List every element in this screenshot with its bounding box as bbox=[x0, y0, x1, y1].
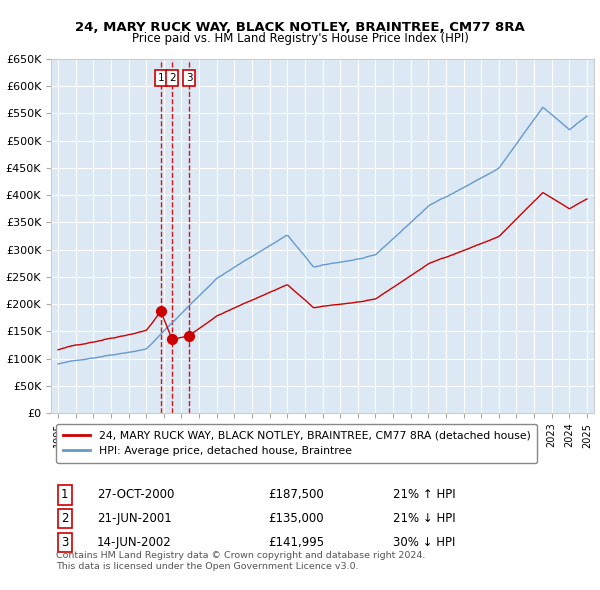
Text: £187,500: £187,500 bbox=[268, 489, 324, 502]
Text: Price paid vs. HM Land Registry's House Price Index (HPI): Price paid vs. HM Land Registry's House … bbox=[131, 32, 469, 45]
Text: 1: 1 bbox=[157, 73, 164, 83]
Legend: 24, MARY RUCK WAY, BLACK NOTLEY, BRAINTREE, CM77 8RA (detached house), HPI: Aver: 24, MARY RUCK WAY, BLACK NOTLEY, BRAINTR… bbox=[56, 424, 537, 463]
Text: 21% ↑ HPI: 21% ↑ HPI bbox=[393, 489, 456, 502]
Text: 21% ↓ HPI: 21% ↓ HPI bbox=[393, 512, 456, 525]
Text: 21-JUN-2001: 21-JUN-2001 bbox=[97, 512, 172, 525]
Text: 2: 2 bbox=[61, 512, 68, 525]
Text: 27-OCT-2000: 27-OCT-2000 bbox=[97, 489, 175, 502]
Text: 2: 2 bbox=[169, 73, 175, 83]
Text: 24, MARY RUCK WAY, BLACK NOTLEY, BRAINTREE, CM77 8RA: 24, MARY RUCK WAY, BLACK NOTLEY, BRAINTR… bbox=[75, 21, 525, 34]
Text: 3: 3 bbox=[61, 536, 68, 549]
Text: 1: 1 bbox=[61, 489, 68, 502]
Text: 14-JUN-2002: 14-JUN-2002 bbox=[97, 536, 172, 549]
Text: Contains HM Land Registry data © Crown copyright and database right 2024.
This d: Contains HM Land Registry data © Crown c… bbox=[56, 551, 426, 571]
Text: 30% ↓ HPI: 30% ↓ HPI bbox=[393, 536, 455, 549]
Text: £141,995: £141,995 bbox=[268, 536, 325, 549]
Text: 3: 3 bbox=[186, 73, 193, 83]
Text: £135,000: £135,000 bbox=[268, 512, 324, 525]
